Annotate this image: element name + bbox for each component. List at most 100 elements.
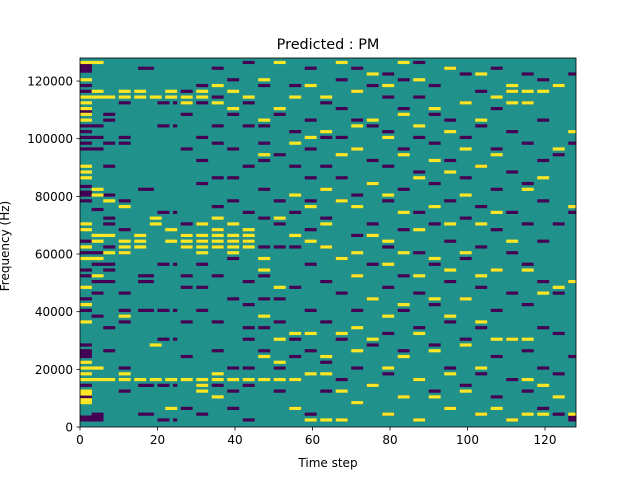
heatmap-cell-high — [405, 153, 410, 157]
heatmap-cell-low — [308, 308, 313, 312]
heatmap-cell-high — [397, 153, 402, 157]
heatmap-cell-low — [494, 107, 499, 111]
heatmap-cell-high — [204, 95, 209, 99]
heatmap-cell-high — [87, 392, 92, 396]
heatmap-cell-low — [324, 135, 329, 140]
heatmap-cell-low — [444, 239, 449, 243]
heatmap-cell-high — [463, 193, 468, 197]
heatmap-cell-low — [556, 372, 561, 376]
heatmap-cell-high — [80, 228, 85, 232]
heatmap-cell-high — [386, 412, 391, 416]
heatmap-cell-low — [258, 158, 263, 163]
heatmap-cell-high — [142, 239, 147, 243]
heatmap-cell-low — [448, 239, 453, 243]
heatmap-cell-low — [328, 135, 333, 140]
heatmap-cell-low — [157, 337, 162, 341]
heatmap-cell-high — [494, 210, 499, 214]
heatmap-cell-high — [215, 228, 220, 232]
heatmap-cell-high — [525, 89, 530, 93]
heatmap-cell-low — [386, 130, 391, 134]
heatmap-cell-low — [211, 124, 216, 128]
heatmap-cell-low — [521, 349, 526, 353]
heatmap-cell-high — [138, 95, 143, 99]
heatmap-cell-high — [107, 233, 112, 238]
heatmap-cell-high — [436, 256, 441, 261]
heatmap-cell-high — [355, 401, 360, 405]
heatmap-cell-low — [215, 274, 220, 278]
heatmap-cell-low — [479, 124, 484, 128]
heatmap-cell-high — [537, 291, 542, 295]
heatmap-cell-high — [320, 418, 325, 422]
heatmap-cell-low — [277, 222, 282, 226]
heatmap-cell-low — [359, 308, 364, 312]
heatmap-cell-high — [417, 418, 422, 422]
heatmap-cell-low — [118, 308, 123, 312]
heatmap-cell-high — [335, 153, 340, 157]
heatmap-cell-high — [490, 95, 495, 99]
heatmap-cell-high — [366, 181, 371, 186]
heatmap-cell-low — [262, 349, 267, 353]
heatmap-cell-high — [401, 153, 406, 157]
heatmap-cell-high — [444, 66, 449, 70]
heatmap-cell-high — [351, 124, 356, 128]
heatmap-cell-low — [382, 245, 387, 249]
heatmap-cell-high — [359, 274, 364, 278]
heatmap-cell-low — [87, 395, 92, 399]
heatmap-cell-high — [494, 406, 499, 410]
heatmap-cell-low — [87, 130, 92, 134]
heatmap-cell-low — [87, 354, 92, 359]
heatmap-cell-low — [250, 418, 255, 422]
heatmap-cell-high — [541, 383, 546, 387]
heatmap-cell-low — [401, 147, 406, 151]
heatmap-cell-low — [95, 412, 100, 416]
heatmap-cell-low — [246, 60, 251, 65]
heatmap-cell-high — [95, 233, 100, 238]
heatmap-cell-low — [525, 262, 530, 266]
heatmap-cell-high — [475, 118, 480, 122]
heatmap-cell-high — [262, 314, 267, 318]
heatmap-cell-high — [219, 216, 224, 220]
heatmap-cell-high — [351, 147, 356, 151]
heatmap-cell-low — [80, 268, 85, 272]
heatmap-cell-low — [87, 418, 92, 422]
heatmap-cell-high — [83, 60, 89, 65]
heatmap-cell-low — [91, 251, 96, 255]
heatmap-cell-low — [304, 66, 309, 70]
heatmap-cell-low — [231, 389, 236, 393]
heatmap-cell-low — [95, 415, 100, 419]
heatmap-cell-high — [537, 412, 542, 416]
heatmap-cell-low — [173, 337, 178, 341]
heatmap-cell-high — [227, 377, 232, 382]
heatmap-cell-high — [153, 95, 158, 99]
heatmap-cell-high — [204, 245, 209, 249]
heatmap-cell-high — [153, 377, 158, 382]
heatmap-cell-high — [173, 228, 178, 232]
heatmap-cell-high — [91, 187, 96, 191]
heatmap-cell-low — [397, 228, 402, 232]
heatmap-cell-low — [111, 326, 116, 330]
heatmap-cell-low — [297, 164, 302, 168]
heatmap-cell-high — [382, 239, 387, 243]
heatmap-cell-low — [246, 418, 251, 422]
heatmap-cell-low — [200, 285, 205, 289]
heatmap-cell-low — [490, 107, 495, 111]
heatmap-cell-high — [463, 297, 468, 301]
heatmap-cell-low — [262, 245, 267, 249]
heatmap-cell-low — [382, 164, 387, 168]
heatmap-cell-high — [417, 78, 422, 82]
heatmap-cell-low — [80, 251, 85, 255]
heatmap-cell-high — [459, 193, 464, 197]
heatmap-cell-high — [219, 101, 224, 105]
x-tick-label: 120 — [534, 433, 557, 447]
heatmap-cell-high — [448, 222, 453, 226]
heatmap-cell-low — [405, 78, 410, 82]
heatmap-cell-low — [448, 158, 453, 163]
heatmap-cell-high — [521, 412, 526, 416]
heatmap-cell-low — [258, 124, 263, 128]
heatmap-cell-low — [432, 141, 437, 145]
heatmap-cell-low — [417, 326, 422, 330]
heatmap-cell-high — [428, 107, 433, 111]
heatmap-cell-high — [258, 354, 263, 359]
heatmap-cell-low — [277, 153, 282, 157]
heatmap-cell-high — [545, 291, 550, 295]
